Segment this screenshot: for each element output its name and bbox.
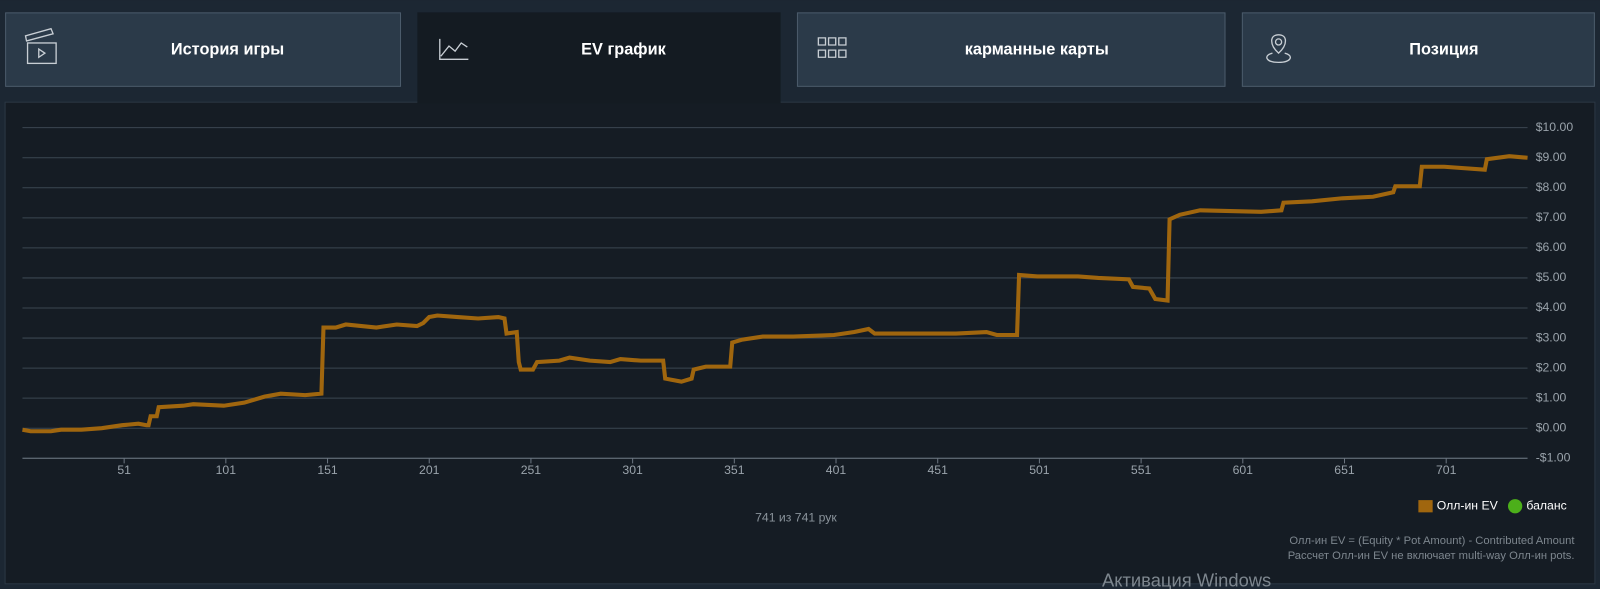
y-tick-label: $0.00 (1536, 420, 1567, 434)
tab-box (796, 12, 1226, 87)
tab-label: карманные карты (965, 40, 1109, 58)
x-tick-label: 101 (216, 463, 237, 477)
legend-label: баланс (1526, 498, 1566, 512)
tab-icon (1274, 38, 1283, 46)
x-tick-label: 501 (1029, 463, 1050, 477)
legend-marker (1418, 500, 1433, 513)
x-tick-label: 301 (622, 463, 643, 477)
y-tick-label: $9.00 (1536, 150, 1567, 164)
x-tick-label: 701 (1436, 463, 1457, 477)
y-tick-label: $5.00 (1536, 270, 1567, 284)
x-tick-label: 451 (928, 463, 949, 477)
tab-label: История игры (171, 40, 284, 58)
x-tick-label: 251 (521, 463, 542, 477)
tab-cards[interactable]: карманные карты (796, 12, 1226, 87)
tab-history[interactable]: История игры (5, 12, 402, 87)
y-tick-label: $4.00 (1536, 300, 1567, 314)
y-tick-label: -$1.00 (1536, 451, 1571, 465)
tab-box (417, 12, 781, 104)
watermark: Активация Windows (1102, 570, 1271, 589)
tab-label: EV график (581, 40, 666, 58)
tab-box (5, 12, 402, 87)
y-tick-label: $1.00 (1536, 390, 1567, 404)
tab-icon (439, 38, 469, 60)
note: Рассчет Олл-ин EV не включает multi-way … (1288, 550, 1575, 562)
ev-line (22, 154, 1528, 434)
tab-ev[interactable]: EV график (417, 12, 781, 104)
tab-icon (26, 42, 57, 65)
x-tick-label: 151 (317, 463, 338, 477)
y-tick-label: $7.00 (1536, 210, 1567, 224)
legend-label: Олл-ин EV (1437, 498, 1499, 512)
tab-icon (24, 27, 54, 59)
tab-label: Позиция (1409, 40, 1478, 58)
x-tick-label: 651 (1334, 463, 1355, 477)
note: Олл-ин EV = (Equity * Pot Amount) - Cont… (1289, 535, 1575, 547)
tab-box (1241, 12, 1595, 87)
y-tick-label: $3.00 (1536, 330, 1567, 344)
x-tick-label: 351 (724, 463, 745, 477)
x-tick-label: 201 (419, 463, 440, 477)
legend-marker (1507, 499, 1523, 514)
y-tick-label: $10.00 (1536, 120, 1574, 134)
chart-panel (4, 101, 1596, 585)
y-tick-label: $2.00 (1536, 360, 1567, 374)
x-tick-label: 401 (826, 463, 847, 477)
tab-position[interactable]: Позиция (1241, 12, 1595, 87)
x-tick-label: 601 (1233, 463, 1254, 477)
y-tick-label: $8.00 (1536, 180, 1567, 194)
hand-count: 741 из 741 рук (755, 511, 837, 525)
x-tick-label: 551 (1131, 463, 1152, 477)
x-tick-label: 51 (117, 463, 131, 477)
tab-icon (817, 37, 847, 58)
y-tick-label: $6.00 (1536, 240, 1567, 254)
tab-icon (1266, 34, 1291, 64)
